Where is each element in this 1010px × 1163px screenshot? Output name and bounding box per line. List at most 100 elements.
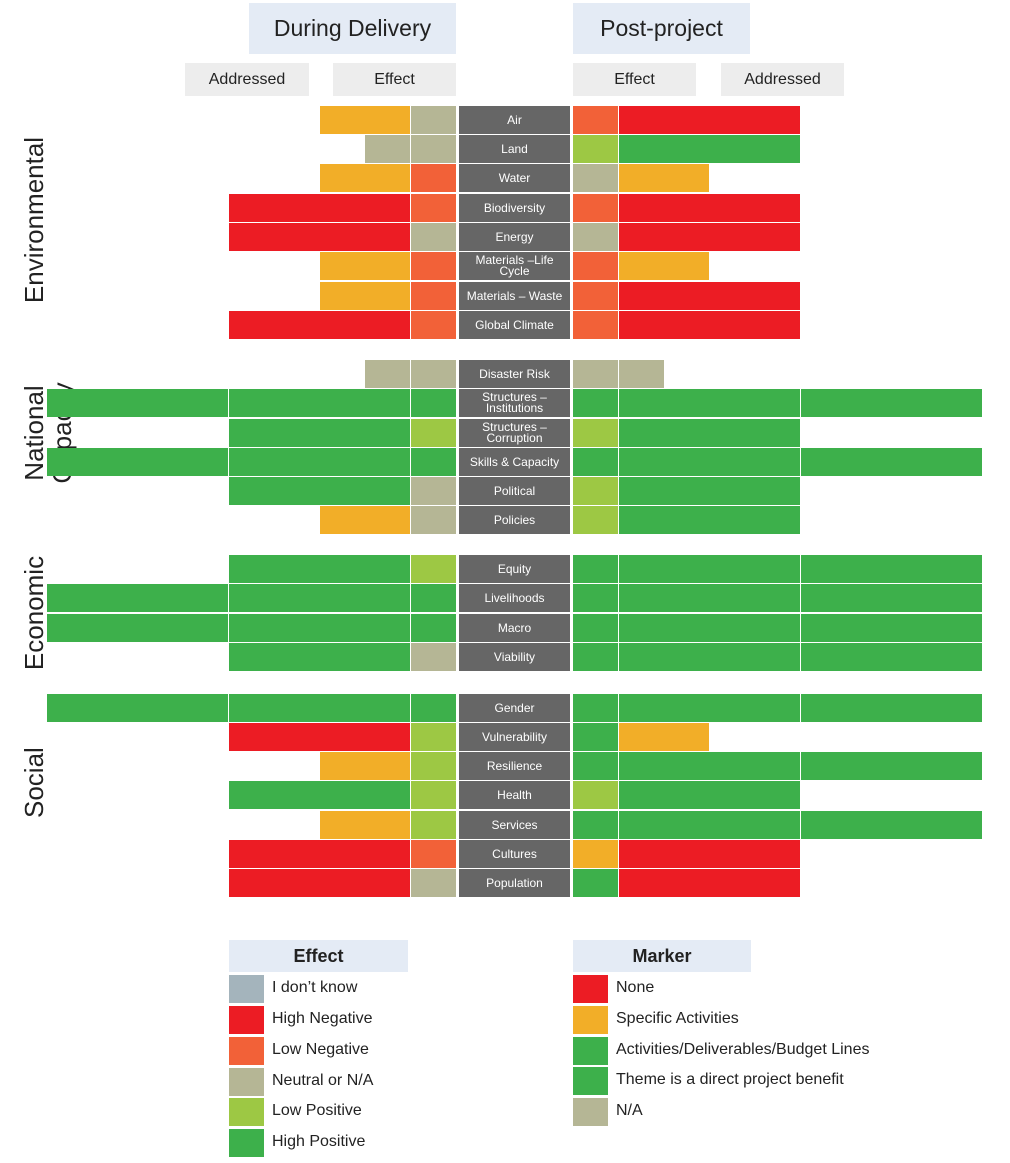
category-label-policies: Policies (459, 506, 570, 534)
legend-label: Low Positive (272, 1102, 362, 1119)
dd-addressed-cell-structures-institutions (47, 389, 229, 417)
pp-addressed-cell-resilience (619, 752, 801, 780)
legend-swatch (573, 1098, 608, 1126)
legend-marker-title: Marker (573, 940, 751, 972)
pp-addressed-cell-materials-life-cycle (619, 252, 710, 280)
dd-effect-cell-policies (411, 506, 457, 534)
effect-right-header: Effect (573, 63, 696, 96)
dd-addressed-cell-land (365, 135, 411, 163)
category-label-energy: Energy (459, 223, 570, 251)
group-label-social: Social (19, 747, 49, 818)
group-label-text: Environmental (19, 136, 49, 304)
dd-addressed-cell-gender (229, 694, 411, 722)
pp-effect-cell-political (573, 477, 619, 505)
dd-effect-cell-biodiversity (411, 194, 457, 222)
dd-effect-cell-political (411, 477, 457, 505)
dd-addressed-cell-macro (47, 614, 229, 642)
pp-effect-cell-skills-capacity (573, 448, 619, 476)
legend-label: Neutral or N/A (272, 1072, 374, 1089)
pp-addressed-cell-political (619, 477, 801, 505)
dd-addressed-cell-materials-life-cycle (320, 252, 411, 280)
dd-addressed-cell-viability (229, 643, 411, 671)
pp-effect-cell-equity (573, 555, 619, 583)
pp-effect-cell-structures-corruption (573, 419, 619, 447)
dd-addressed-cell-equity (229, 555, 411, 583)
dd-addressed-cell-population (229, 869, 411, 897)
category-label-viability: Viability (459, 643, 570, 671)
pp-addressed-cell-health (619, 781, 801, 809)
pp-effect-cell-macro (573, 614, 619, 642)
dd-addressed-cell-disaster-risk (365, 360, 411, 388)
category-label-skills-capacity: Skills & Capacity (459, 448, 570, 476)
category-label-livelihoods: Livelihoods (459, 584, 570, 612)
pp-effect-cell-disaster-risk (573, 360, 619, 388)
group-label-economic: Economic (19, 553, 49, 673)
pp-addressed-cell-gender (619, 694, 801, 722)
dd-addressed-cell-gender (47, 694, 229, 722)
group-label-text: Social (19, 747, 49, 818)
category-label-macro: Macro (459, 614, 570, 642)
dd-effect-cell-vulnerability (411, 723, 457, 751)
dd-effect-cell-gender (411, 694, 457, 722)
pp-addressed-cell-energy (619, 223, 801, 251)
legend-swatch (229, 1129, 264, 1157)
dd-addressed-cell-air (320, 106, 411, 134)
pp-effect-cell-structures-institutions (573, 389, 619, 417)
pp-addressed-cell-skills-capacity (801, 448, 983, 476)
dd-effect-cell-skills-capacity (411, 448, 457, 476)
dd-addressed-cell-livelihoods (229, 584, 411, 612)
dd-addressed-cell-cultures (229, 840, 411, 868)
group-label-environmental: Environmental (19, 135, 49, 305)
legend-label: Theme is a direct project benefit (616, 1071, 844, 1088)
legend-label: Low Negative (272, 1041, 369, 1058)
pp-effect-cell-viability (573, 643, 619, 671)
pp-addressed-cell-structures-institutions (801, 389, 983, 417)
category-label-materials-life-cycle: Materials –Life Cycle (459, 252, 570, 280)
dd-effect-cell-land (411, 135, 457, 163)
dd-effect-cell-health (411, 781, 457, 809)
pp-addressed-cell-livelihoods (801, 584, 983, 612)
dd-effect-cell-equity (411, 555, 457, 583)
pp-effect-cell-biodiversity (573, 194, 619, 222)
legend-swatch (573, 1037, 608, 1065)
dd-effect-cell-macro (411, 614, 457, 642)
legend-label: I don’t know (272, 979, 358, 996)
group-label-text: Economic (19, 555, 49, 671)
pp-effect-cell-air (573, 106, 619, 134)
pp-addressed-cell-viability (801, 643, 983, 671)
legend-label: Specific Activities (616, 1010, 739, 1027)
pp-addressed-cell-water (619, 164, 710, 192)
legend-effect-title: Effect (229, 940, 408, 972)
legend-swatch (573, 1006, 608, 1034)
dd-effect-cell-viability (411, 643, 457, 671)
dd-effect-cell-energy (411, 223, 457, 251)
dd-addressed-cell-global-climate (229, 311, 411, 339)
pp-effect-cell-health (573, 781, 619, 809)
pp-effect-cell-population (573, 869, 619, 897)
dd-addressed-cell-materials-waste (320, 282, 411, 310)
dd-addressed-cell-health (229, 781, 411, 809)
category-label-political: Political (459, 477, 570, 505)
effect-left-header: Effect (333, 63, 456, 96)
category-label-global-climate: Global Climate (459, 311, 570, 339)
pp-addressed-cell-macro (619, 614, 801, 642)
pp-addressed-cell-services (801, 811, 983, 839)
pp-addressed-cell-air (619, 106, 801, 134)
dd-addressed-cell-water (320, 164, 411, 192)
legend-swatch (229, 1068, 264, 1096)
pp-effect-cell-livelihoods (573, 584, 619, 612)
pp-effect-cell-global-climate (573, 311, 619, 339)
pp-effect-cell-resilience (573, 752, 619, 780)
dd-effect-cell-population (411, 869, 457, 897)
category-label-services: Services (459, 811, 570, 839)
dd-effect-cell-structures-institutions (411, 389, 457, 417)
legend-swatch (229, 1098, 264, 1126)
category-label-equity: Equity (459, 555, 570, 583)
dd-addressed-cell-policies (320, 506, 411, 534)
pp-addressed-cell-global-climate (619, 311, 801, 339)
dd-effect-cell-materials-life-cycle (411, 252, 457, 280)
pp-effect-cell-gender (573, 694, 619, 722)
pp-addressed-cell-biodiversity (619, 194, 801, 222)
pp-addressed-cell-services (619, 811, 801, 839)
during-delivery-header: During Delivery (249, 3, 456, 54)
